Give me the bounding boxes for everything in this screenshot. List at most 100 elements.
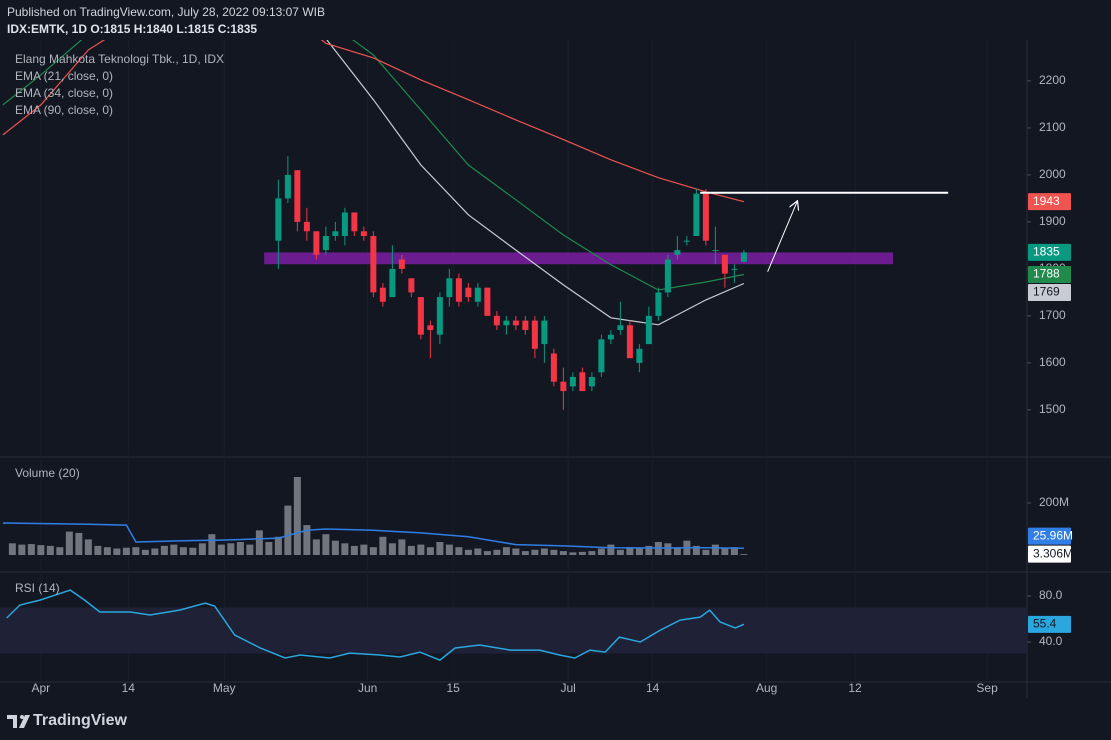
candle-body — [550, 353, 557, 382]
candle-body — [731, 268, 738, 270]
volume-bar — [531, 549, 539, 555]
volume-bar — [265, 541, 273, 555]
candle-body — [427, 325, 434, 330]
candle-body — [379, 287, 386, 302]
candle-body — [294, 170, 301, 222]
candle-body — [484, 287, 491, 316]
x-tick-label: Aug — [756, 681, 777, 695]
candle-body — [531, 320, 538, 349]
y-tick-label: 2000 — [1039, 167, 1066, 181]
last-value-box — [1028, 266, 1071, 284]
x-tick-label: Sep — [976, 681, 998, 695]
volume-bar — [645, 545, 653, 555]
volume-bar — [322, 534, 330, 555]
candle-body — [702, 193, 709, 241]
candle-body — [332, 231, 339, 236]
volume-bar — [122, 547, 130, 555]
volume-bar — [103, 547, 111, 555]
x-tick-label: May — [213, 681, 236, 695]
x-tick-label: Jun — [358, 681, 377, 695]
ema-line — [2, 40, 745, 291]
volume-bar — [198, 543, 206, 555]
volume-bar — [711, 544, 719, 555]
volume-bar — [521, 551, 529, 555]
volume-bar — [635, 548, 643, 555]
volume-bar — [189, 547, 197, 555]
legend-entry: Elang Mahkota Teknologi Tbk., 1D, IDX — [15, 52, 224, 66]
last-value-box — [1028, 284, 1071, 302]
last-value-box — [1028, 527, 1071, 545]
volume-bar — [8, 543, 16, 555]
y-tick-label: 2100 — [1039, 120, 1066, 134]
volume-bar — [84, 539, 92, 555]
pane-title: Volume (20) — [15, 466, 80, 480]
pane — [0, 589, 1027, 661]
candle-body — [398, 259, 405, 269]
volume-bar — [312, 539, 320, 555]
volume-bar — [730, 547, 738, 555]
volume-bar — [702, 549, 710, 555]
volume-bar — [75, 532, 83, 555]
candle-body — [474, 287, 481, 302]
y-tick-label: 1500 — [1039, 402, 1066, 416]
x-tick-label: Apr — [32, 681, 51, 695]
volume-bar — [236, 541, 244, 555]
volume-bar — [721, 548, 729, 555]
candle-body — [360, 231, 367, 236]
candle-body — [503, 320, 510, 326]
ohlc-text: IDX:EMTK, 1D O:1815 H:1840 L:1815 C:1835 — [7, 22, 257, 36]
volume-bar — [559, 551, 567, 555]
x-tick-label: 15 — [446, 681, 460, 695]
volume-bar — [436, 541, 444, 555]
volume-bar — [578, 551, 586, 555]
volume-bar — [550, 549, 558, 555]
legend-entry: EMA (21, close, 0) — [15, 69, 113, 83]
candle-body — [740, 252, 747, 262]
y-tick-label: 1700 — [1039, 308, 1066, 322]
volume-bar — [151, 548, 159, 555]
volume-bar — [616, 549, 624, 555]
candle-body — [284, 174, 291, 199]
volume-bar — [426, 547, 434, 555]
volume-bar — [227, 543, 235, 555]
volume-bar — [132, 547, 140, 555]
candle-body — [436, 297, 443, 335]
candle-body — [389, 268, 396, 298]
volume-bar — [46, 545, 54, 555]
candle-body — [683, 240, 690, 242]
volume-bar — [37, 545, 45, 555]
candle-body — [674, 250, 681, 255]
candle-body — [322, 235, 329, 251]
volume-bar — [398, 539, 406, 555]
y-tick-label: 40.0 — [1039, 634, 1063, 648]
last-value-box — [1028, 615, 1071, 633]
candle-body — [617, 325, 624, 330]
candle-body — [493, 315, 500, 326]
candle-body — [370, 235, 377, 293]
candle-body — [636, 348, 643, 363]
candle-body — [626, 325, 633, 359]
pane-title: RSI (14) — [15, 581, 60, 595]
volume-bar — [246, 544, 254, 555]
last-value-label: 55.4 — [1033, 617, 1057, 631]
volume-bar — [588, 551, 596, 555]
volume-bar — [208, 534, 216, 555]
last-value-box — [1028, 193, 1071, 211]
volume-bar — [303, 525, 311, 555]
volume-bar — [597, 548, 605, 555]
volume-bar — [455, 547, 463, 555]
volume-bar — [388, 543, 396, 555]
volume-bar — [360, 544, 368, 555]
volume-bar — [664, 543, 672, 555]
candle-body — [588, 376, 595, 387]
volume-bar — [502, 547, 510, 555]
candle-body — [446, 278, 453, 298]
candle-body — [598, 339, 605, 373]
candle-body — [664, 259, 671, 293]
volume-bar — [493, 549, 501, 555]
volume-bar — [179, 547, 187, 555]
candle-body — [655, 292, 662, 316]
volume-bar — [464, 549, 472, 555]
volume-bar — [217, 544, 225, 555]
